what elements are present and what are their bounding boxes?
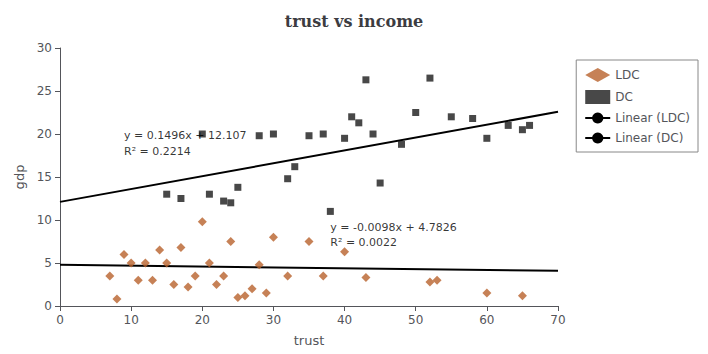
- svg-text:R² = 0.0022: R² = 0.0022: [330, 236, 397, 249]
- svg-text:y = -0.0098x + 4.7826: y = -0.0098x + 4.7826: [330, 221, 456, 234]
- svg-text:30: 30: [37, 41, 52, 55]
- svg-text:trust: trust: [294, 333, 325, 348]
- svg-text:10: 10: [124, 313, 139, 327]
- svg-text:Linear (DC): Linear (DC): [615, 131, 683, 145]
- svg-text:25: 25: [37, 84, 52, 98]
- svg-text:0: 0: [44, 299, 52, 313]
- svg-text:10: 10: [37, 213, 52, 227]
- svg-text:gdp: gdp: [12, 165, 27, 190]
- svg-text:60: 60: [479, 313, 494, 327]
- svg-text:5: 5: [44, 256, 52, 270]
- svg-text:30: 30: [266, 313, 281, 327]
- svg-text:DC: DC: [615, 90, 633, 104]
- svg-text:50: 50: [408, 313, 423, 327]
- svg-text:0: 0: [56, 313, 64, 327]
- svg-text:trust vs income: trust vs income: [285, 12, 424, 31]
- svg-text:Linear (LDC): Linear (LDC): [615, 111, 690, 125]
- svg-text:LDC: LDC: [615, 68, 639, 82]
- svg-text:40: 40: [337, 313, 352, 327]
- svg-text:20: 20: [195, 313, 210, 327]
- svg-text:15: 15: [37, 170, 52, 184]
- svg-text:y = 0.1496x + 12.107: y = 0.1496x + 12.107: [124, 129, 246, 142]
- svg-text:R² = 0.2214: R² = 0.2214: [124, 145, 191, 158]
- svg-text:70: 70: [550, 313, 565, 327]
- svg-text:20: 20: [37, 127, 52, 141]
